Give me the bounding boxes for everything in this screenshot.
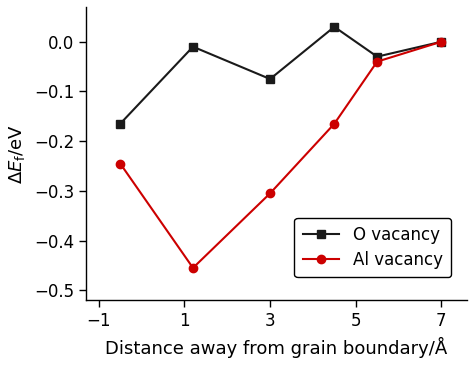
O vacancy — [374, 54, 380, 59]
X-axis label: Distance away from grain boundary/Å: Distance away from grain boundary/Å — [105, 337, 447, 358]
O vacancy — [331, 25, 337, 29]
Line: Al vacancy: Al vacancy — [116, 38, 446, 272]
Legend: O vacancy, Al vacancy: O vacancy, Al vacancy — [294, 218, 451, 277]
Al vacancy — [267, 191, 273, 196]
Al vacancy — [190, 266, 196, 270]
Line: O vacancy: O vacancy — [116, 23, 446, 128]
Al vacancy — [374, 59, 380, 64]
O vacancy — [190, 45, 196, 49]
Y-axis label: $\Delta E_\mathrm{f}$/eV: $\Delta E_\mathrm{f}$/eV — [7, 124, 27, 184]
O vacancy — [118, 122, 123, 126]
O vacancy — [438, 39, 444, 44]
Al vacancy — [438, 39, 444, 44]
O vacancy — [267, 77, 273, 81]
Al vacancy — [118, 161, 123, 166]
Al vacancy — [331, 122, 337, 126]
